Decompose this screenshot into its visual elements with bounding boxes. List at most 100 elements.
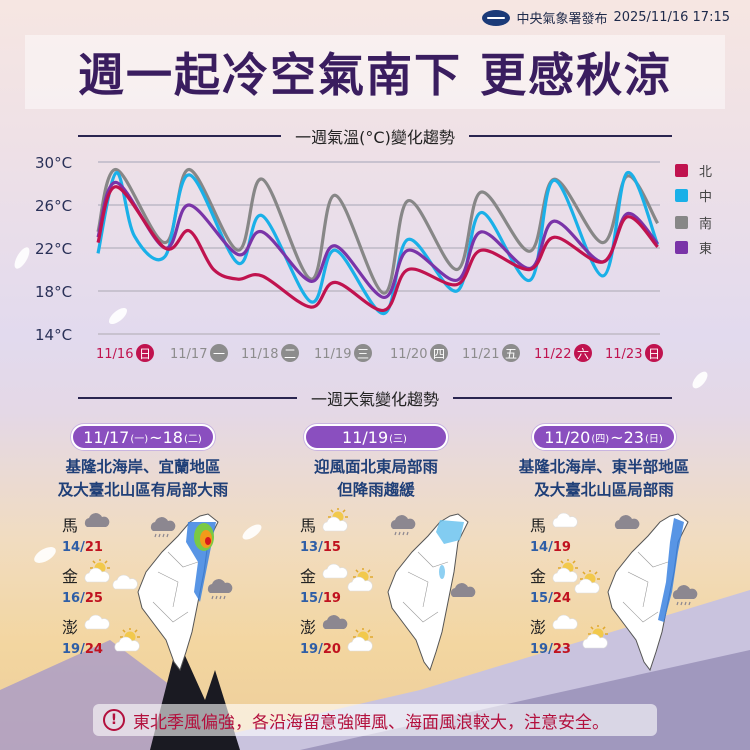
rain-cloud-icon [390, 515, 416, 536]
description-line: 及大臺北山區局部雨 [534, 481, 674, 499]
temp-separator: / [80, 591, 85, 606]
y-tick-label: 26°C [35, 197, 72, 215]
weekly-title: 一週天氣變化趨勢 [311, 390, 440, 409]
high-temp: 19 [552, 540, 571, 555]
island-name: 馬 [62, 516, 79, 535]
low-temp: 14 [530, 540, 549, 555]
weekday-badge [281, 344, 299, 362]
island-name: 金 [62, 567, 79, 586]
temp-separator: / [548, 540, 553, 555]
low-temp: 16 [62, 591, 81, 606]
legend-swatch [675, 164, 688, 177]
island-temperature: 19/23 [530, 642, 571, 657]
island-temperature: 16/25 [62, 591, 103, 606]
rain-cloud-icon [150, 517, 176, 538]
low-temp: 13 [300, 540, 319, 555]
x-tick-label: 11/16 [96, 347, 133, 362]
y-tick-label: 18°C [35, 283, 72, 301]
date-date-wd2: (日) [644, 433, 663, 445]
description-line: 基隆北海岸、東半部地區 [518, 458, 690, 476]
divider [453, 397, 673, 399]
y-tick-label: 30°C [35, 154, 72, 172]
legend-label: 中 [699, 190, 712, 205]
temp-separator: / [548, 642, 553, 657]
panel-description: 迎風面北東局部雨 但降雨趨緩 [256, 456, 496, 502]
cloudy-white-icon [552, 512, 578, 528]
cloudy-gray-icon [322, 615, 348, 629]
low-temp: 15 [300, 591, 319, 606]
weekday-label: 五 [505, 347, 517, 361]
weekday-label: 日 [139, 347, 151, 361]
x-tick-label: 11/20 [390, 347, 427, 362]
weekday-label: 二 [284, 347, 296, 361]
weekday-badge [136, 344, 154, 362]
title-banner: 週一起冷空氣南下 更感秋涼 [25, 35, 725, 109]
island-name: 金 [530, 567, 547, 586]
warning-bar: ! 東北季風偏強，各沿海留意強陣風、海面風浪較大，注意安全。 [93, 704, 657, 736]
y-tick-label: 22°C [35, 240, 72, 258]
cloudy-white-icon [322, 563, 348, 579]
taiwan-rain-map [387, 513, 469, 672]
temp-separator: / [548, 591, 553, 606]
chart-title: 一週氣溫(°C)變化趨勢 [295, 128, 455, 147]
y-tick-label: 14°C [35, 326, 72, 344]
divider [78, 135, 282, 137]
partly-sunny-icon [347, 568, 373, 592]
panel-description: 基隆北海岸、東半部地區 及大臺北山區局部雨 [484, 456, 724, 502]
legend-label: 南 [699, 216, 712, 232]
weekday-badge [354, 344, 372, 362]
date-date-wd1: (一) [130, 433, 149, 445]
island-name: 澎 [300, 618, 317, 637]
weather-section-header: 一週天氣變化趨勢 [78, 386, 673, 410]
island-temperature: 13/15 [300, 540, 341, 555]
temperature-section-header: 一週氣溫(°C)變化趨勢 [78, 124, 673, 148]
partly-sunny-icon [347, 628, 373, 652]
rain-cloud-icon [672, 585, 698, 606]
weekday-badge [210, 344, 228, 362]
island-temperature: 14/19 [530, 540, 571, 555]
date-date-mid: ~23 [610, 427, 644, 447]
cloudy-gray-icon [614, 515, 640, 529]
weekday-badge [645, 344, 663, 362]
island-temperature: 15/24 [530, 591, 571, 606]
publish-datetime: 2025/11/16 17:15 [613, 10, 730, 25]
legend-label: 東 [699, 241, 712, 257]
description-line: 但降雨趨緩 [337, 481, 415, 499]
island-temperature: 14/21 [62, 540, 103, 555]
legend-swatch [675, 216, 688, 229]
temp-separator: / [318, 642, 323, 657]
low-temp: 19 [62, 642, 81, 657]
date-date-main: 11/20 [544, 427, 591, 447]
cloudy-white-icon [112, 574, 138, 590]
publisher: 中央氣象署發布 [516, 12, 608, 27]
island-name: 澎 [530, 618, 547, 637]
cwa-logo-icon [482, 9, 511, 26]
cloudy-white-icon [552, 614, 578, 630]
description-line: 基隆北海岸、宜蘭地區 [65, 458, 221, 476]
x-tick-label: 11/22 [534, 347, 571, 362]
date-date-main: 11/19 [342, 427, 389, 447]
high-temp: 15 [322, 540, 341, 555]
island-name: 澎 [62, 618, 79, 637]
legend-swatch [675, 189, 688, 202]
low-temp: 19 [300, 642, 319, 657]
cloudy-white-icon [84, 614, 110, 630]
weekday-label: 一 [213, 347, 225, 361]
x-tick-label: 11/19 [314, 347, 351, 362]
publisher-header: 中央氣象署發布 2025/11/16 17:15 [482, 8, 730, 27]
legend-swatch [675, 241, 688, 254]
low-temp: 19 [530, 642, 549, 657]
high-temp: 21 [84, 540, 103, 555]
taiwan-rain-map [607, 513, 689, 672]
temp-separator: / [318, 540, 323, 555]
island-name: 馬 [530, 516, 547, 535]
island-name: 馬 [300, 516, 317, 535]
partly-sunny-icon [114, 628, 140, 652]
island-temperature: 19/20 [300, 642, 341, 657]
island-temperature: 15/19 [300, 591, 341, 606]
description-line: 迎風面北東局部雨 [313, 458, 438, 476]
low-temp: 15 [530, 591, 549, 606]
cloudy-gray-icon [84, 513, 110, 527]
